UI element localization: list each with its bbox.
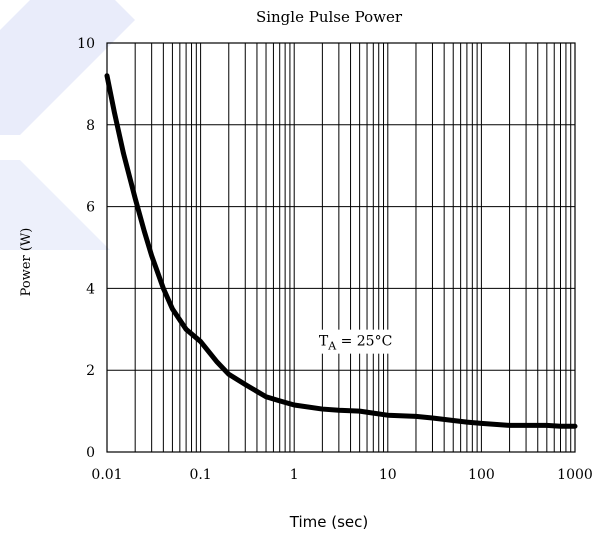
watermark-stripe-bottom — [0, 160, 110, 250]
x-tick-label: 0.01 — [91, 467, 122, 483]
annotation-rest: = 25°C — [336, 334, 392, 350]
y-tick-label: 8 — [86, 118, 95, 134]
watermark-gap — [0, 0, 30, 30]
y-axis-label: Power (W) — [19, 228, 34, 297]
plot-frame — [106, 42, 576, 453]
x-tick-label: 10 — [379, 467, 397, 483]
annotation-main: T — [319, 334, 329, 350]
y-tick-label: 2 — [86, 363, 95, 379]
x-tick-labels: 0.01 0.1 1 10 100 1000 — [91, 467, 592, 483]
x-tick-label: 0.1 — [189, 467, 211, 483]
annotation-subscript: A — [327, 340, 337, 353]
y-tick-label: 0 — [86, 445, 95, 461]
x-tick-label: 100 — [468, 467, 495, 483]
annotation-background — [314, 329, 411, 354]
y-tick-label: 6 — [86, 200, 95, 216]
grid-lines — [107, 43, 575, 452]
y-tick-label: 4 — [86, 281, 95, 297]
y-tick-label: 10 — [77, 36, 95, 52]
temperature-annotation: TA = 25°C — [314, 329, 411, 354]
watermark-stripe-top — [0, 0, 135, 135]
x-tick-label: 1000 — [557, 467, 593, 483]
series-line — [104, 73, 578, 429]
y-tick-labels: 0 2 4 6 8 10 — [77, 36, 95, 461]
annotation-text: TA = 25°C — [319, 334, 392, 353]
x-tick-label: 1 — [290, 467, 299, 483]
x-axis-label: Time (sec) — [289, 513, 368, 531]
chart-title: Single Pulse Power — [256, 8, 403, 26]
